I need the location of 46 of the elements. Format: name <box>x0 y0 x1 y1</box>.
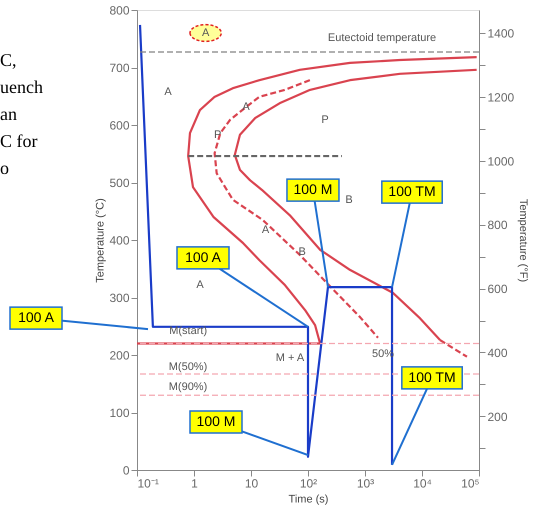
y-tick-label: 700 <box>109 61 130 75</box>
y2-axis-title: Temperature (°F) <box>517 198 530 282</box>
annotation: B <box>298 246 306 258</box>
x-tick-label: 10⁵ <box>461 476 480 490</box>
annotation: M + A <box>276 352 305 364</box>
y-tick-label: 200 <box>109 348 130 362</box>
x-tick-label: 10⁴ <box>413 476 432 490</box>
y-axis-title: Temperature (°C) <box>94 198 106 283</box>
x-tick-label: 10² <box>300 476 318 490</box>
annotation: 100 A <box>18 309 55 326</box>
x-tick-label: 10 <box>244 476 258 490</box>
y2-tick-label: 1200 <box>488 90 515 104</box>
y-tick-label: 600 <box>109 118 130 132</box>
x-tick-label: 1 <box>191 476 198 490</box>
y2-tick-label: 800 <box>488 218 508 232</box>
x-axis-title: Time (s) <box>288 494 328 506</box>
annotation: 100 M <box>294 181 332 198</box>
x-tick-label: 10⁻¹ <box>138 476 159 490</box>
annotation: 100 TM <box>408 368 456 385</box>
annotation: A <box>164 86 172 98</box>
x-tick-label: 10³ <box>356 476 374 490</box>
y-tick-label: 500 <box>109 176 130 190</box>
annotation: Eutectoid temperature <box>328 32 436 44</box>
annotation: A <box>262 224 270 236</box>
y2-tick-label: 1400 <box>488 26 515 40</box>
y-tick-label: 0 <box>122 464 130 478</box>
annotation: A <box>196 279 204 291</box>
annotation: M(50%) <box>168 361 208 373</box>
y2-tick-label: 200 <box>488 410 508 424</box>
y-tick-label: 400 <box>109 234 130 248</box>
y2-tick-label: 600 <box>488 282 508 296</box>
annotation: P <box>321 114 329 126</box>
annotation: M(start) <box>169 324 208 337</box>
annotation: B <box>345 194 353 206</box>
y2-tick-label: 1000 <box>488 154 515 168</box>
y2-tick-label: 400 <box>488 346 508 360</box>
text: C, uench an C for o <box>0 50 43 178</box>
y-tick-label: 100 <box>109 406 130 420</box>
y-tick-label: 300 <box>109 291 130 305</box>
annotation: M(90%) <box>168 381 208 393</box>
annotation: 100 M <box>196 413 236 430</box>
annotation: 100 TM <box>388 183 436 200</box>
annotation: 100 A <box>185 248 222 265</box>
annotation: P <box>214 128 222 141</box>
y-tick-label: 800 <box>109 4 130 18</box>
annotation: A <box>202 27 210 39</box>
